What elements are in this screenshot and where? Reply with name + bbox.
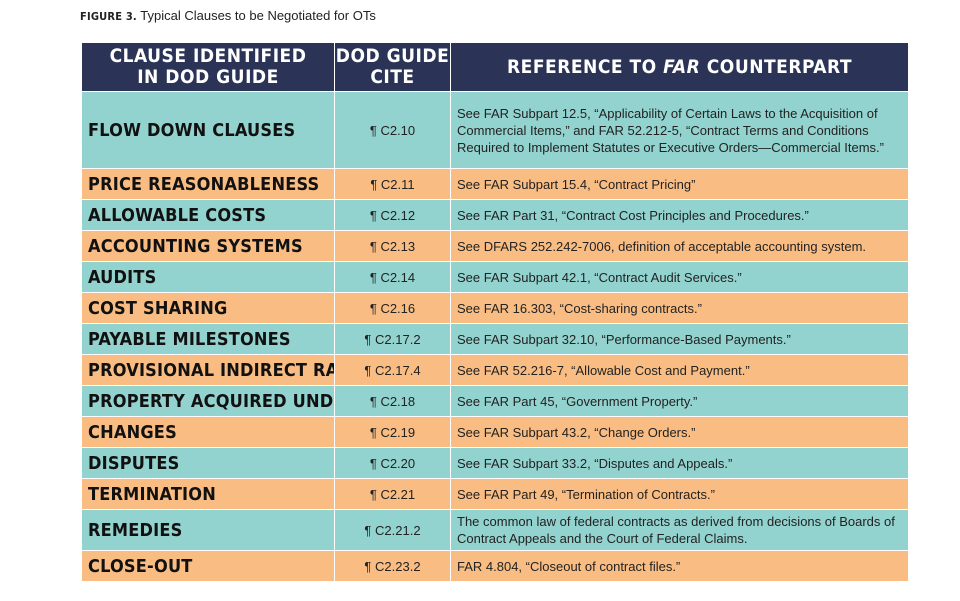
table-row: COST SHARING ¶ C2.16 See FAR 16.303, “Cost… <box>81 292 909 324</box>
table-row: DISPUTES ¶ C2.20 See FAR Subpart 33.2, “Di… <box>81 447 909 479</box>
clause-cell: TERMINATION <box>81 478 335 510</box>
header-reference: Reference to FAR Counterpart <box>450 42 909 92</box>
reference-cell: See FAR Part 49, “Termination of Contrac… <box>450 478 909 510</box>
cite-cell: ¶ C2.18 <box>334 385 451 417</box>
header-cite-line2: Cite <box>370 66 415 88</box>
clauses-table: Clause Identified in DOD Guide DOD Guide… <box>81 42 909 582</box>
reference-cell: See DFARS 252.242-7006, definition of ac… <box>450 230 909 262</box>
cite-cell: ¶ C2.21 <box>334 478 451 510</box>
clause-cell: ACCOUNTING SYSTEMS <box>81 230 335 262</box>
reference-cell: See FAR 52.216-7, “Allowable Cost and Pa… <box>450 354 909 386</box>
reference-cell: See FAR Subpart 15.4, “Contract Pricing” <box>450 168 909 200</box>
header-cite: DOD Guide Cite <box>334 42 451 92</box>
cite-cell: ¶ C2.16 <box>334 292 451 324</box>
figure-label: FIGURE 3. <box>80 10 137 23</box>
table-row: ALLOWABLE COSTS ¶ C2.12 See FAR Part 31, “… <box>81 199 909 231</box>
clause-cell: PRICE REASONABLENESS <box>81 168 335 200</box>
table-row: CLOSE-OUT ¶ C2.23.2 FAR 4.804, “Closeout o… <box>81 550 909 582</box>
reference-cell: See FAR 16.303, “Cost-sharing contracts.… <box>450 292 909 324</box>
clause-cell: DISPUTES <box>81 447 335 479</box>
table-row: CHANGES ¶ C2.19 See FAR Subpart 43.2, “Cha… <box>81 416 909 448</box>
header-clause-line2: in DOD Guide <box>137 66 279 88</box>
clause-cell: AUDITS <box>81 261 335 293</box>
reference-cell: See FAR Subpart 43.2, “Change Orders.” <box>450 416 909 448</box>
reference-cell: The common law of federal contracts as d… <box>450 509 909 551</box>
table-row: ACCOUNTING SYSTEMS ¶ C2.13 See DFARS 252.2… <box>81 230 909 262</box>
header-clause: Clause Identified in DOD Guide <box>81 42 335 92</box>
header-ref-prefix: Reference to <box>507 55 657 78</box>
reference-cell: See FAR Subpart 42.1, “Contract Audit Se… <box>450 261 909 293</box>
reference-cell: See FAR Subpart 33.2, “Disputes and Appe… <box>450 447 909 479</box>
table-row: FLOW DOWN CLAUSES ¶ C2.10 See FAR Subpart … <box>81 91 909 169</box>
cite-cell: ¶ C2.19 <box>334 416 451 448</box>
table-row: TERMINATION ¶ C2.21 See FAR Part 49, “Term… <box>81 478 909 510</box>
table-row: AUDITS ¶ C2.14 See FAR Subpart 42.1, “Cont… <box>81 261 909 293</box>
header-row: Clause Identified in DOD Guide DOD Guide… <box>81 42 909 92</box>
clause-cell: CLOSE-OUT <box>81 550 335 582</box>
cite-cell: ¶ C2.17.2 <box>334 323 451 355</box>
cite-cell: ¶ C2.14 <box>334 261 451 293</box>
header-ref-far: FAR <box>663 55 701 78</box>
cite-cell: ¶ C2.13 <box>334 230 451 262</box>
reference-cell: See FAR Part 45, “Government Property.” <box>450 385 909 417</box>
table-row: REMEDIES ¶ C2.21.2 The common law of feder… <box>81 509 909 551</box>
clause-cell: PAYABLE MILESTONES <box>81 323 335 355</box>
cite-cell: ¶ C2.11 <box>334 168 451 200</box>
header-cite-line1: DOD Guide <box>335 45 450 67</box>
figure-caption: FIGURE 3. Typical Clauses to be Negotiat… <box>80 8 376 23</box>
clause-cell: COST SHARING <box>81 292 335 324</box>
header-clause-line1: Clause Identified <box>109 45 307 67</box>
reference-cell: See FAR Subpart 32.10, “Performance-Base… <box>450 323 909 355</box>
table-row: PRICE REASONABLENESS ¶ C2.11 See FAR Subpa… <box>81 168 909 200</box>
clause-cell: ALLOWABLE COSTS <box>81 199 335 231</box>
reference-cell: FAR 4.804, “Closeout of contract files.” <box>450 550 909 582</box>
table-row: PAYABLE MILESTONES ¶ C2.17.2 See FAR Subpa… <box>81 323 909 355</box>
clause-cell: PROVISIONAL INDIRECT RATES <box>81 354 335 386</box>
clause-cell: PROPERTY ACQUIRED UNDER OT <box>81 385 335 417</box>
reference-cell: See FAR Subpart 12.5, “Applicability of … <box>450 91 909 169</box>
clause-cell: REMEDIES <box>81 509 335 551</box>
cite-cell: ¶ C2.17.4 <box>334 354 451 386</box>
clause-cell: CHANGES <box>81 416 335 448</box>
cite-cell: ¶ C2.21.2 <box>334 509 451 551</box>
cite-cell: ¶ C2.12 <box>334 199 451 231</box>
reference-cell: See FAR Part 31, “Contract Cost Principl… <box>450 199 909 231</box>
cite-cell: ¶ C2.23.2 <box>334 550 451 582</box>
cite-cell: ¶ C2.20 <box>334 447 451 479</box>
figure-title: Typical Clauses to be Negotiated for OTs <box>140 8 376 23</box>
cite-cell: ¶ C2.10 <box>334 91 451 169</box>
header-ref-suffix: Counterpart <box>706 55 852 78</box>
clause-cell: FLOW DOWN CLAUSES <box>81 91 335 169</box>
